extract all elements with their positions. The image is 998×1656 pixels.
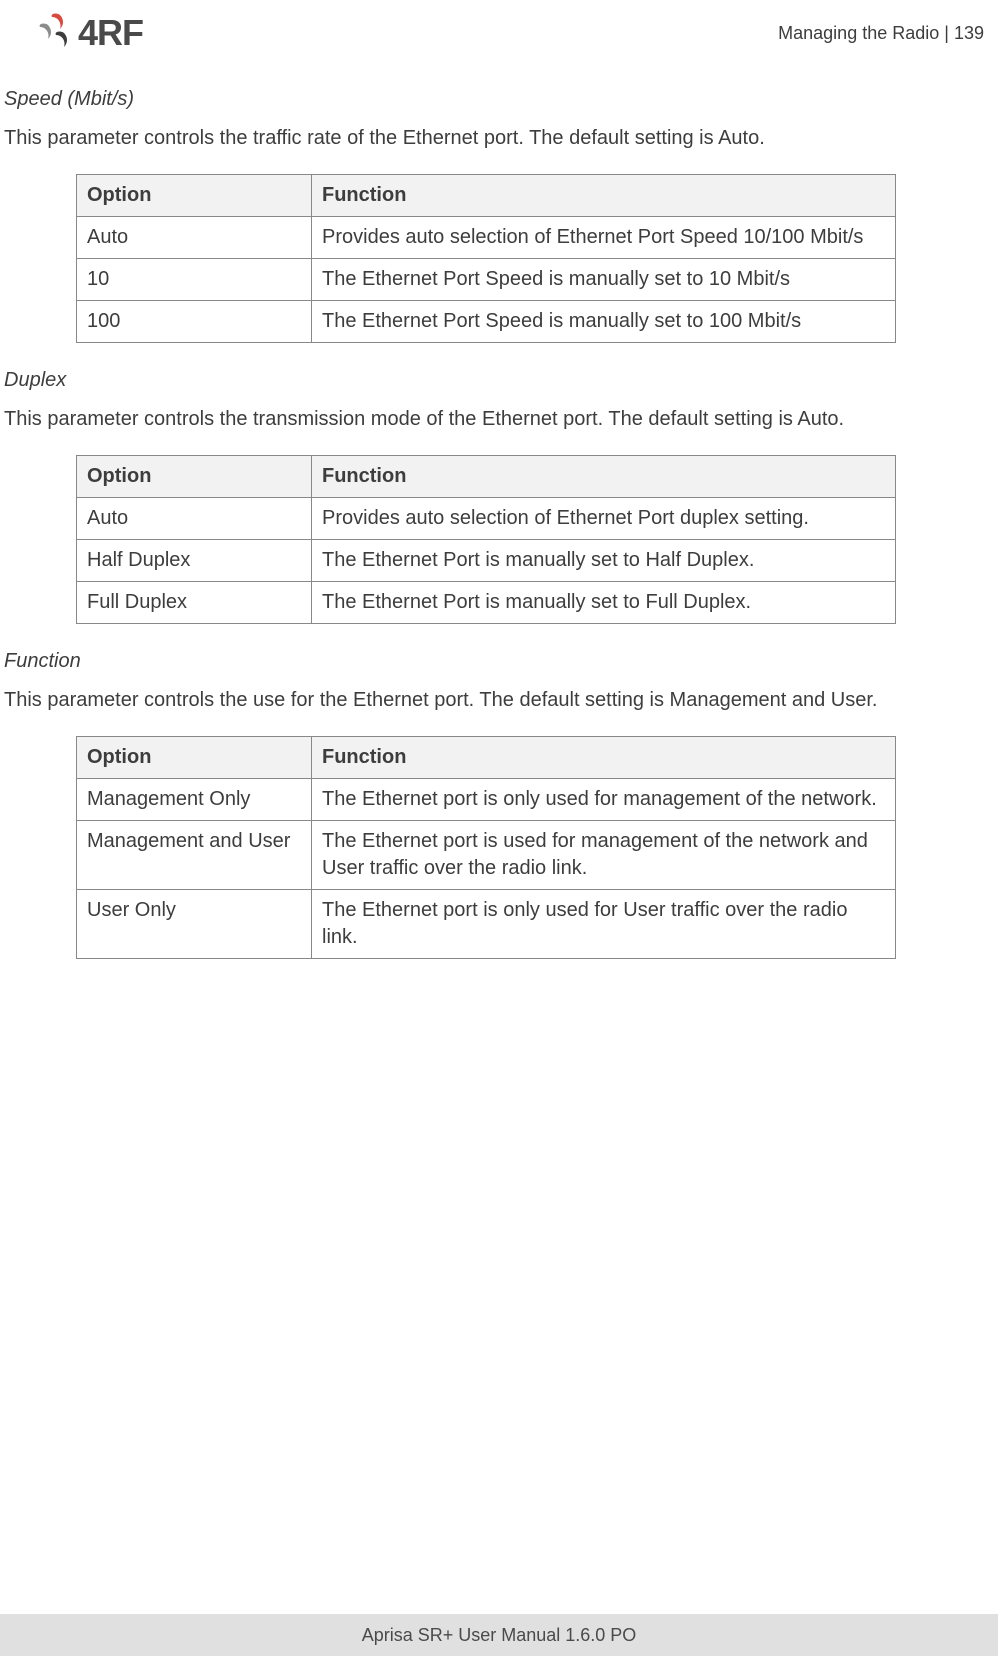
table-row: Management Only The Ethernet port is onl… <box>77 779 896 821</box>
cell-function: The Ethernet port is used for management… <box>312 821 896 890</box>
cell-option: 10 <box>77 259 312 301</box>
page-content: Speed (Mbit/s) This parameter controls t… <box>0 58 998 959</box>
table-row: 100 The Ethernet Port Speed is manually … <box>77 301 896 343</box>
col-header-option: Option <box>77 737 312 779</box>
col-header-function: Function <box>312 737 896 779</box>
cell-option: Full Duplex <box>77 582 312 624</box>
page-sep: | <box>939 23 954 43</box>
section-title-function: Function <box>4 650 984 673</box>
cell-function: The Ethernet port is only used for manag… <box>312 779 896 821</box>
page-footer: Aprisa SR+ User Manual 1.6.0 PO <box>0 1614 998 1656</box>
cell-option: 100 <box>77 301 312 343</box>
document-page: 4RF Managing the Radio | 139 Speed (Mbit… <box>0 0 998 1656</box>
table-row: Auto Provides auto selection of Ethernet… <box>77 498 896 540</box>
table-function: Option Function Management Only The Ethe… <box>76 736 896 959</box>
cell-function: The Ethernet Port is manually set to Ful… <box>312 582 896 624</box>
table-row: Auto Provides auto selection of Ethernet… <box>77 217 896 259</box>
cell-function: Provides auto selection of Ethernet Port… <box>312 217 896 259</box>
col-header-function: Function <box>312 456 896 498</box>
table-row: User Only The Ethernet port is only used… <box>77 890 896 959</box>
table-row: Half Duplex The Ethernet Port is manuall… <box>77 540 896 582</box>
col-header-function: Function <box>312 175 896 217</box>
table-speed: Option Function Auto Provides auto selec… <box>76 174 896 343</box>
cell-option: Management Only <box>77 779 312 821</box>
cell-function: The Ethernet Port Speed is manually set … <box>312 301 896 343</box>
col-header-option: Option <box>77 175 312 217</box>
table-row: Management and User The Ethernet port is… <box>77 821 896 890</box>
section-desc-function: This parameter controls the use for the … <box>4 687 984 714</box>
cell-option: Management and User <box>77 821 312 890</box>
cell-option: Auto <box>77 217 312 259</box>
table-row: 10 The Ethernet Port Speed is manually s… <box>77 259 896 301</box>
col-header-option: Option <box>77 456 312 498</box>
brand-logo: 4RF <box>30 12 143 54</box>
table-header-row: Option Function <box>77 737 896 779</box>
header-breadcrumb: Managing the Radio | 139 <box>778 23 984 44</box>
cell-function: Provides auto selection of Ethernet Port… <box>312 498 896 540</box>
logo-text: 4RF <box>78 12 143 54</box>
cell-option: Auto <box>77 498 312 540</box>
table-header-row: Option Function <box>77 175 896 217</box>
cell-option: Half Duplex <box>77 540 312 582</box>
table-header-row: Option Function <box>77 456 896 498</box>
footer-text: Aprisa SR+ User Manual 1.6.0 PO <box>362 1625 637 1645</box>
page-header: 4RF Managing the Radio | 139 <box>0 0 998 58</box>
cell-function: The Ethernet Port is manually set to Hal… <box>312 540 896 582</box>
cell-option: User Only <box>77 890 312 959</box>
section-title-speed: Speed (Mbit/s) <box>4 88 984 111</box>
cell-function: The Ethernet Port Speed is manually set … <box>312 259 896 301</box>
table-duplex: Option Function Auto Provides auto selec… <box>76 455 896 624</box>
section-title-duplex: Duplex <box>4 369 984 392</box>
section-desc-speed: This parameter controls the traffic rate… <box>4 125 984 152</box>
section-desc-duplex: This parameter controls the transmission… <box>4 406 984 433</box>
logo-swirl-icon <box>30 13 74 53</box>
cell-function: The Ethernet port is only used for User … <box>312 890 896 959</box>
chapter-title: Managing the Radio <box>778 23 939 43</box>
table-row: Full Duplex The Ethernet Port is manuall… <box>77 582 896 624</box>
page-number: 139 <box>954 23 984 43</box>
